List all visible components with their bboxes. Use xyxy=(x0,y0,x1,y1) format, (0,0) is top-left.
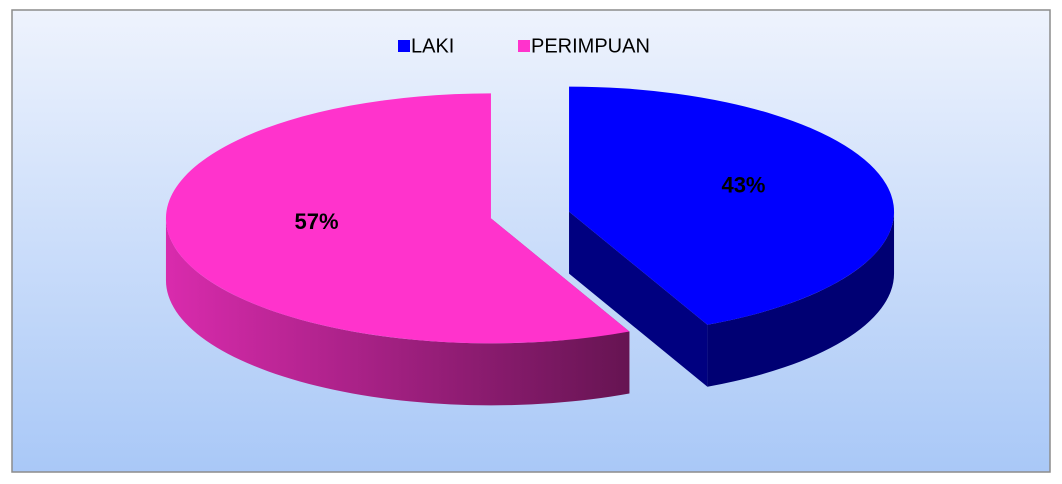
value-label: 43% xyxy=(721,172,765,197)
legend-label: LAKI xyxy=(411,35,454,57)
slice xyxy=(569,86,895,325)
value-label: 57% xyxy=(294,209,338,234)
slice-wall xyxy=(707,211,895,387)
slice xyxy=(165,93,630,344)
legend-swatch xyxy=(398,40,410,52)
slice-wall xyxy=(165,218,630,406)
slice-face xyxy=(569,211,708,387)
pie: 43% 57% xyxy=(165,86,895,406)
legend: LAKI PERIMPUAN xyxy=(398,35,650,57)
legend-swatch xyxy=(518,40,530,52)
legend-label: PERIMPUAN xyxy=(531,35,650,57)
